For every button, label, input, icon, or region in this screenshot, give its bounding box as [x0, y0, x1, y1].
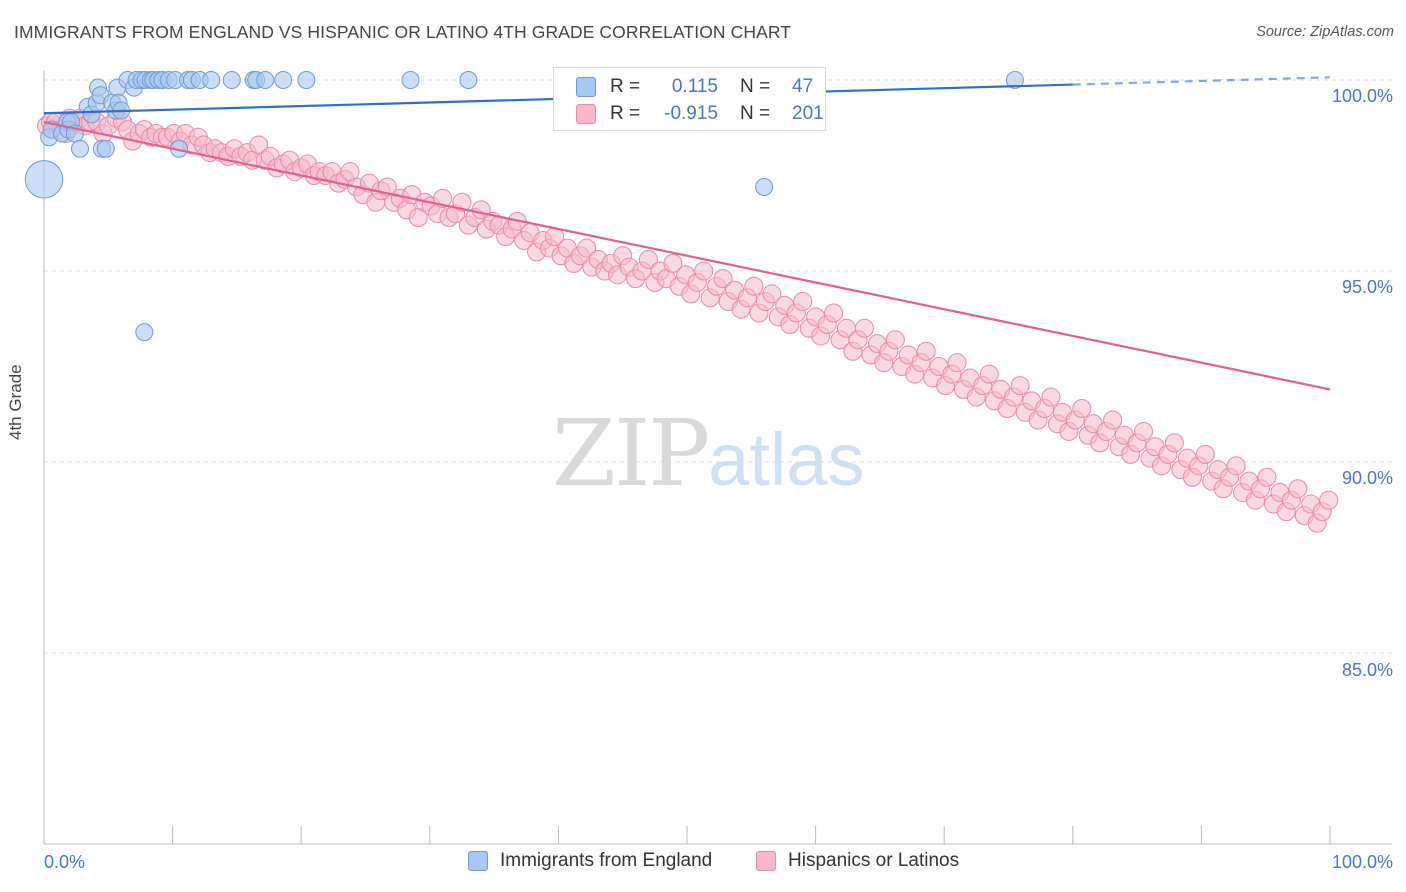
- hispanics-point: [854, 318, 874, 338]
- england-point: [1005, 71, 1024, 89]
- hispanics-swatch: [576, 104, 596, 124]
- n-value: 47: [792, 76, 814, 97]
- n-key: N =: [740, 76, 771, 97]
- legend-label: Hispanics or Latinos: [788, 850, 960, 871]
- axes: [43, 70, 1392, 845]
- hispanics-point: [762, 284, 782, 304]
- stats-legend-row-hispanics: R = -0.915 N = 201: [576, 101, 824, 127]
- hispanics-point: [885, 330, 905, 350]
- y-tick-label: 90.0%: [1341, 468, 1393, 488]
- hispanics-point: [1072, 399, 1092, 419]
- hispanics-point: [1041, 387, 1061, 407]
- england-point: [202, 71, 221, 89]
- hispanics-point: [694, 261, 714, 281]
- england-point: [222, 71, 241, 89]
- r-value: 0.115: [671, 76, 718, 97]
- hispanics-point: [1195, 444, 1215, 464]
- legend-item-hispanics[interactable]: Hispanics or Latinos: [756, 850, 959, 872]
- england-trend-extension: [1072, 76, 1331, 86]
- x-tick-label: 100.0%: [1331, 852, 1393, 872]
- legend-item-england[interactable]: Immigrants from England: [468, 850, 712, 872]
- n-value: 201: [792, 103, 824, 124]
- england-point: [256, 71, 275, 89]
- r-key: R =: [610, 103, 641, 124]
- source-label[interactable]: Source: ZipAtlas.com: [1256, 24, 1394, 40]
- hispanics-point: [1257, 467, 1277, 487]
- hispanics-point: [916, 341, 936, 361]
- hispanics-point: [793, 292, 813, 312]
- england-point: [401, 71, 420, 89]
- hispanics-point: [663, 253, 683, 273]
- hispanics-points: [37, 108, 1339, 533]
- legend-label: Immigrants from England: [500, 850, 713, 871]
- stats-legend: R = 0.115 N = 47 R = -0.915 N = 201: [553, 67, 826, 131]
- hispanics-point: [1288, 479, 1308, 499]
- england-swatch: [576, 77, 596, 97]
- hispanics-point: [1010, 376, 1030, 396]
- r-key: R =: [610, 76, 641, 97]
- england-point: [71, 139, 90, 158]
- hispanics-point: [824, 303, 844, 323]
- england-point: [755, 177, 774, 196]
- stats-legend-row-england: R = 0.115 N = 47: [576, 74, 813, 100]
- y-tick-label: 100.0%: [1331, 86, 1393, 106]
- hispanics-point: [638, 250, 658, 270]
- hispanics-point: [452, 192, 472, 212]
- x-tick-label: 0.0%: [44, 852, 86, 872]
- watermark: ZIPatlas: [552, 400, 865, 507]
- hispanics-point: [1226, 456, 1246, 476]
- england-point: [274, 71, 293, 89]
- hispanics-swatch: [756, 851, 776, 871]
- hispanics-point: [577, 238, 597, 258]
- hispanics-point: [744, 276, 764, 296]
- y-tick-label: 95.0%: [1341, 277, 1393, 297]
- hispanics-point: [979, 364, 999, 384]
- series-legend: Immigrants from England Hispanics or Lat…: [0, 850, 1406, 878]
- england-point: [459, 71, 478, 89]
- hispanics-trend-line: [43, 120, 1331, 391]
- england-point: [135, 323, 154, 342]
- hispanics-point: [1319, 490, 1339, 510]
- england-points: [24, 71, 1024, 342]
- hispanics-point: [713, 269, 733, 289]
- hispanics-point: [1134, 421, 1154, 441]
- y-tick-label: 85.0%: [1341, 660, 1393, 680]
- chart-title: IMMIGRANTS FROM ENGLAND VS HISPANIC OR L…: [14, 22, 792, 42]
- england-point: [24, 160, 64, 199]
- r-value: -0.915: [664, 103, 718, 124]
- n-key: N =: [740, 103, 771, 124]
- england-swatch: [468, 851, 488, 871]
- england-point: [96, 139, 115, 158]
- hispanics-point: [947, 353, 967, 373]
- england-point: [297, 71, 316, 89]
- hispanics-point: [1103, 410, 1123, 430]
- y-axis-label: 4th Grade: [6, 364, 25, 440]
- hispanics-point: [1164, 433, 1184, 453]
